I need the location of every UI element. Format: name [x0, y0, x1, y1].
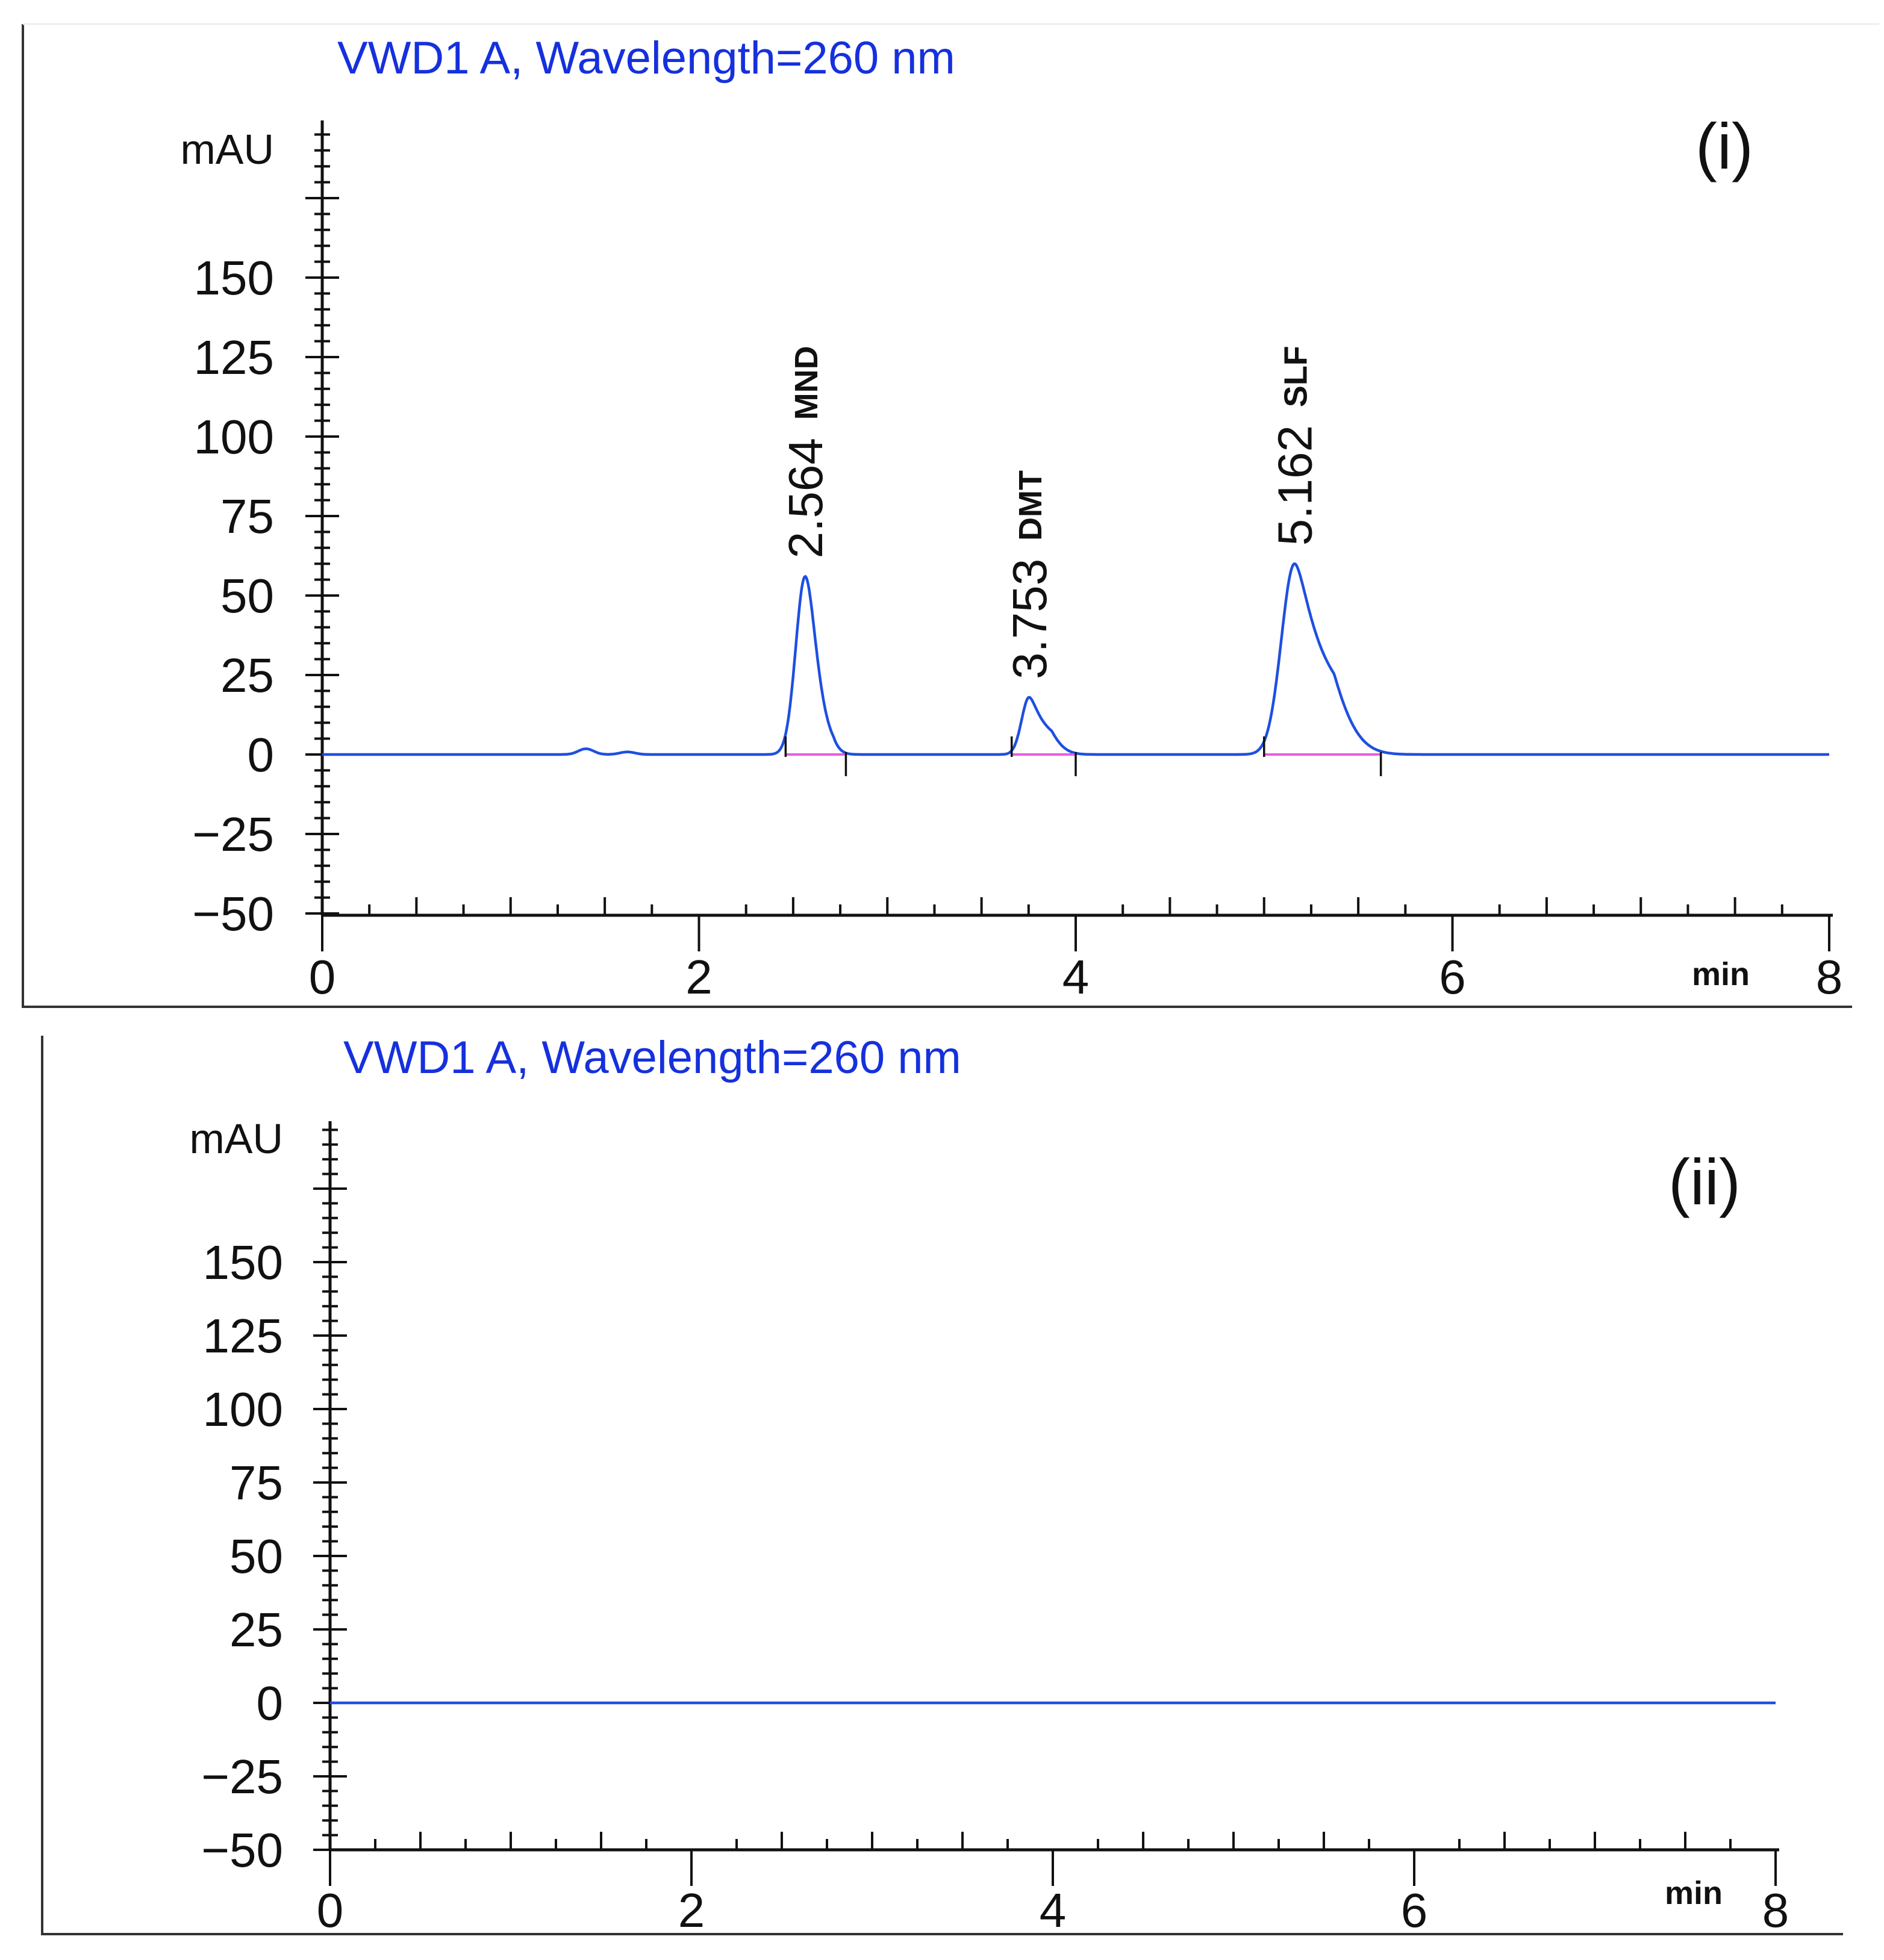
panel-ii-y-tick-label: 25 [229, 1603, 283, 1657]
panel-ii-plot-area: 150 125 100 75 50 25 0 −25 −50 0 2 4 6 8 [201, 1121, 1789, 1937]
panel-ii-y-tick-label: 125 [203, 1309, 283, 1363]
panel-ii-title: VWD1 A, Wavelength=260 nm [343, 1032, 961, 1083]
panel-ii-y-tick-label: 0 [257, 1676, 284, 1730]
panel-i-peak-dmt-retention-time-label: 3.753 [1003, 559, 1056, 679]
panel-i-y-tick-label: 100 [194, 410, 274, 464]
panel-i-y-tick-label: 150 [194, 251, 274, 305]
panel-i-peak-mnd-retention-time-label: 2.564 [779, 438, 832, 558]
panel-i-peak-slf-retention-time-label: 5.162 [1268, 425, 1321, 546]
panel-i-label: (i) [1695, 110, 1753, 182]
panel-i-x-tick-label: 8 [1816, 950, 1843, 1004]
panel-i-y-tick-label: −50 [192, 887, 274, 941]
panel-i-y-tick-label: 25 [220, 649, 274, 702]
panel-ii-y-axis-label: mAU [189, 1115, 283, 1162]
panel-i-chromatogram-trace [322, 562, 1829, 756]
panel-ii-y-tick-label: −25 [201, 1750, 283, 1803]
panel-ii-x-tick-label: 2 [678, 1884, 705, 1937]
panel-i-title: VWD1 A, Wavelength=260 nm [337, 33, 955, 84]
panel-i-peak-mnd-compound-label: MND [788, 346, 825, 420]
panel-ii-label: (ii) [1668, 1145, 1741, 1218]
panel-i-y-axis-label: mAU [180, 126, 274, 173]
panel-i-x-tick-label: 4 [1062, 950, 1090, 1004]
panel-ii-x-axis-label: min [1665, 1875, 1723, 1911]
panel-i-y-tick-label: 75 [220, 490, 274, 543]
panel-ii-y-tick-label: −50 [201, 1823, 283, 1877]
panel-ii-x-tick-label: 0 [317, 1884, 344, 1937]
panel-i-y-tick-label: 0 [248, 728, 275, 782]
panel-i-x-axis-label: min [1692, 956, 1750, 992]
panel-i-y-tick-label: −25 [192, 807, 274, 861]
panel-ii-y-tick-label: 100 [203, 1383, 283, 1436]
panel-ii-y-tick-label: 75 [229, 1456, 283, 1510]
panel-ii-y-tick-label: 150 [203, 1236, 283, 1289]
panel-ii: VWD1 A, Wavelength=260 nm (ii) mAU min 1… [41, 1032, 1843, 1937]
panel-i-x-tick-label: 2 [685, 950, 713, 1004]
panel-i-plot-area: 150 125 100 75 50 25 0 −25 −50 0 2 4 6 8 2.564 MND 3.753… [192, 120, 1842, 1004]
panel-ii-x-tick-label: 6 [1401, 1884, 1428, 1937]
panel-ii-x-tick-label: 4 [1040, 1884, 1067, 1937]
panel-i-y-tick-label: 50 [220, 569, 274, 623]
panel-ii-y-tick-label: 50 [229, 1529, 283, 1583]
panel-ii-x-tick-label: 8 [1762, 1884, 1789, 1937]
panel-ii-frame [41, 1036, 1843, 1935]
panel-i-frame [22, 24, 1852, 1008]
panel-i-peak-slf-compound-label: SLF [1277, 346, 1314, 407]
panel-i-x-tick-label: 0 [309, 950, 336, 1004]
panel-i: VWD1 A, Wavelength=260 nm (i) mAU min 15… [22, 23, 1879, 1008]
panel-i-y-tick-label: 125 [194, 331, 274, 384]
panel-i-x-tick-label: 6 [1439, 950, 1466, 1004]
panel-i-peak-dmt-compound-label: DMT [1012, 470, 1049, 541]
